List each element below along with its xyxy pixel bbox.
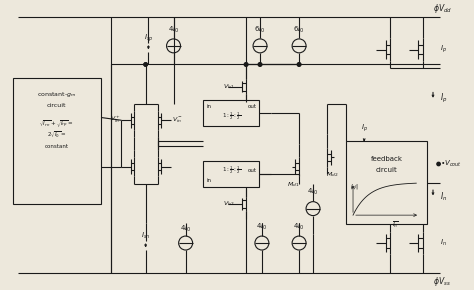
Bar	[346, 141, 428, 224]
Text: circuit: circuit	[46, 103, 66, 108]
Text: $\phi V_{dd}$: $\phi V_{dd}$	[433, 2, 452, 15]
Text: constant: constant	[45, 144, 68, 149]
Bar	[203, 161, 259, 187]
Text: $I_p$: $I_p$	[440, 92, 448, 106]
Circle shape	[297, 63, 301, 66]
Circle shape	[245, 63, 248, 66]
Text: $1:\frac{1}{2}:\frac{1}{2}$: $1:\frac{1}{2}:\frac{1}{2}$	[222, 165, 241, 176]
Text: $I_p$: $I_p$	[361, 123, 368, 134]
Text: $1:\frac{1}{2}:\frac{1}{2}$: $1:\frac{1}{2}:\frac{1}{2}$	[222, 111, 241, 122]
Text: constant-$g_m$: constant-$g_m$	[36, 90, 76, 99]
Text: $4I_0$: $4I_0$	[168, 25, 179, 35]
Text: $V_{in}^+$: $V_{in}^+$	[110, 115, 120, 126]
Circle shape	[437, 162, 440, 166]
Text: $I_{sp}$: $I_{sp}$	[144, 33, 153, 44]
Text: $\phi V_{ss}$: $\phi V_{ss}$	[433, 275, 451, 288]
Text: in: in	[206, 178, 211, 183]
Text: $M_{d2}$: $M_{d2}$	[326, 171, 339, 180]
Text: $4I_0$: $4I_0$	[293, 222, 305, 232]
Text: $M_{d1}$: $M_{d1}$	[287, 180, 300, 189]
Circle shape	[258, 63, 262, 66]
Circle shape	[144, 63, 147, 66]
Text: $V_{in}^-$: $V_{in}^-$	[172, 115, 182, 125]
Text: $4I_0$: $4I_0$	[256, 222, 267, 232]
Text: $I_n$: $I_n$	[440, 238, 447, 248]
Bar	[13, 78, 101, 204]
Text: $I_p$: $I_p$	[440, 44, 447, 55]
Circle shape	[297, 63, 301, 66]
Text: $I_n$: $I_n$	[440, 190, 448, 203]
Text: circuit: circuit	[375, 168, 397, 173]
Circle shape	[144, 63, 147, 66]
Text: $\overline{I_n}$: $\overline{I_n}$	[392, 220, 399, 230]
Circle shape	[245, 63, 248, 66]
Text: $6I_0$: $6I_0$	[293, 25, 305, 35]
Text: feedback: feedback	[371, 156, 402, 162]
Circle shape	[258, 63, 262, 66]
Text: $I_{sn}$: $I_{sn}$	[141, 231, 150, 241]
Text: out: out	[247, 104, 256, 109]
Text: $4I_0$: $4I_0$	[307, 187, 319, 197]
Text: $4I_0$: $4I_0$	[180, 224, 191, 234]
Text: $I_{pl}$|: $I_{pl}$|	[350, 182, 360, 192]
Text: in: in	[206, 104, 211, 109]
Text: $2\sqrt{I_0}=$: $2\sqrt{I_0}=$	[46, 130, 66, 140]
Text: out: out	[247, 168, 256, 173]
Text: $V_{b2}$: $V_{b2}$	[223, 200, 234, 209]
Text: $\bullet V_{cout}$: $\bullet V_{cout}$	[440, 159, 463, 169]
Text: $\sqrt{I_{rn}}+\sqrt{I_{rp}}=$: $\sqrt{I_{rn}}+\sqrt{I_{rp}}=$	[39, 119, 74, 129]
Text: $6I_0$: $6I_0$	[255, 25, 266, 35]
Bar	[203, 100, 259, 126]
Text: $V_{b1}$: $V_{b1}$	[223, 82, 234, 91]
